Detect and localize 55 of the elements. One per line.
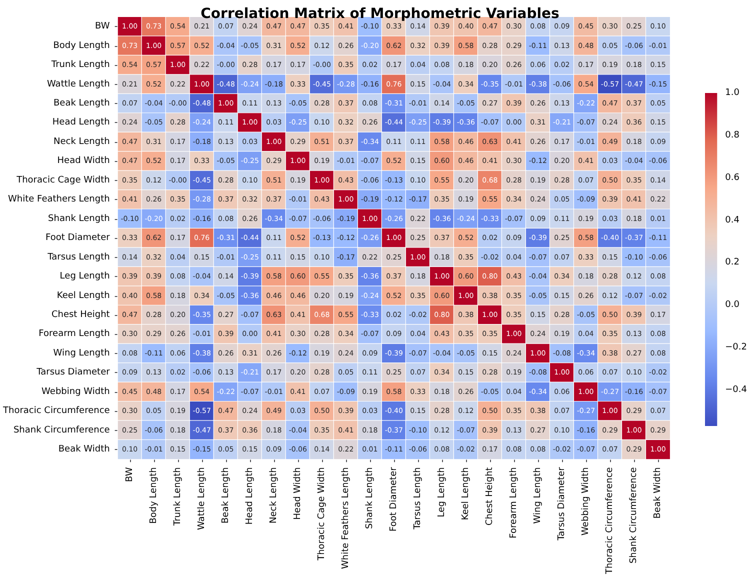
x-tick-label: Forearm Length: [508, 467, 519, 538]
x-tick-label: Wing Length: [532, 467, 543, 524]
y-tick-label: Beak Length: [53, 98, 110, 109]
x-tick-label: Head Length: [244, 467, 255, 525]
x-tick-label: Tarsus Diameter: [556, 466, 567, 542]
color-bar-label: 1.0: [725, 88, 740, 98]
x-tick-label: Beak Width: [652, 467, 663, 519]
y-tick-label: Head Length: [52, 118, 110, 128]
x-tick-label: Beak Length: [220, 467, 231, 524]
y-tick-label: Keel Length: [56, 290, 110, 301]
x-tick-label: Head Width: [292, 467, 303, 520]
x-tick-label: BW: [124, 467, 135, 482]
y-tick-label: Forearm Length: [38, 329, 110, 340]
y-tick-label: BW: [95, 22, 110, 32]
y-tick-label: Shank Length: [48, 214, 110, 224]
y-tick-label: Wattle Length: [46, 79, 110, 90]
y-tick-label: Thoracic Circumference: [2, 406, 110, 416]
y-tick-label: Tarsus Diameter: [36, 368, 110, 378]
color-bar-label: 0.6: [725, 172, 740, 183]
color-bar-label: −0.4: [725, 384, 748, 395]
y-tick-label: Wing Length: [53, 348, 110, 358]
x-tick-label: Wattle Length: [196, 467, 207, 530]
x-tick-label: Foot Diameter: [388, 466, 399, 532]
x-tick-label: Shank Length: [364, 467, 375, 529]
x-tick-label: Trunk Length: [172, 467, 183, 527]
y-tick-label: Leg Length: [60, 272, 110, 282]
y-tick-label: Body Length: [53, 40, 110, 51]
y-tick-label: Chest Height: [51, 310, 110, 320]
x-tick-label: Shank Circumference: [628, 466, 639, 564]
y-tick-label: Thoracic Cage Width: [16, 175, 110, 186]
x-tick-label: Leg Length: [436, 467, 447, 518]
x-tick-label: Webbing Width: [580, 467, 591, 536]
x-tick-label: Neck Length: [268, 467, 279, 524]
y-tick-label: Foot Diameter: [46, 233, 110, 244]
color-bar-label: 0.0: [725, 300, 740, 310]
y-tick-label: Head Width: [57, 156, 110, 166]
x-tick-label: Tarsus Length: [412, 467, 423, 530]
y-tick-label: Beak Width: [58, 444, 110, 455]
y-tick-label: Trunk Length: [50, 60, 110, 70]
x-tick-label: White Feathers Length: [340, 467, 351, 570]
y-tick-label: Webbing Width: [42, 386, 110, 397]
x-tick-label: Keel Length: [460, 467, 471, 520]
color-bar-label: 0.8: [725, 130, 740, 140]
color-bar-label: 0.4: [725, 215, 740, 226]
x-tick-label: Body Length: [148, 467, 159, 524]
x-tick-label: Thoracic Cage Width: [316, 467, 327, 562]
y-tick-label: Shank Circumference: [13, 425, 110, 436]
x-tick-label: Chest Height: [484, 466, 495, 526]
y-tick-label: White Feathers Length: [8, 194, 110, 205]
color-bar-label: 0.2: [725, 258, 740, 268]
x-tick-label: Thoracic Circumference: [604, 466, 615, 576]
y-tick-label: Neck Length: [53, 136, 110, 147]
color-bar-label: −0.2: [725, 342, 748, 353]
chart-title: Correlation Matrix of Morphometric Variables: [200, 6, 560, 22]
y-tick-label: Tarsus Length: [46, 252, 110, 262]
